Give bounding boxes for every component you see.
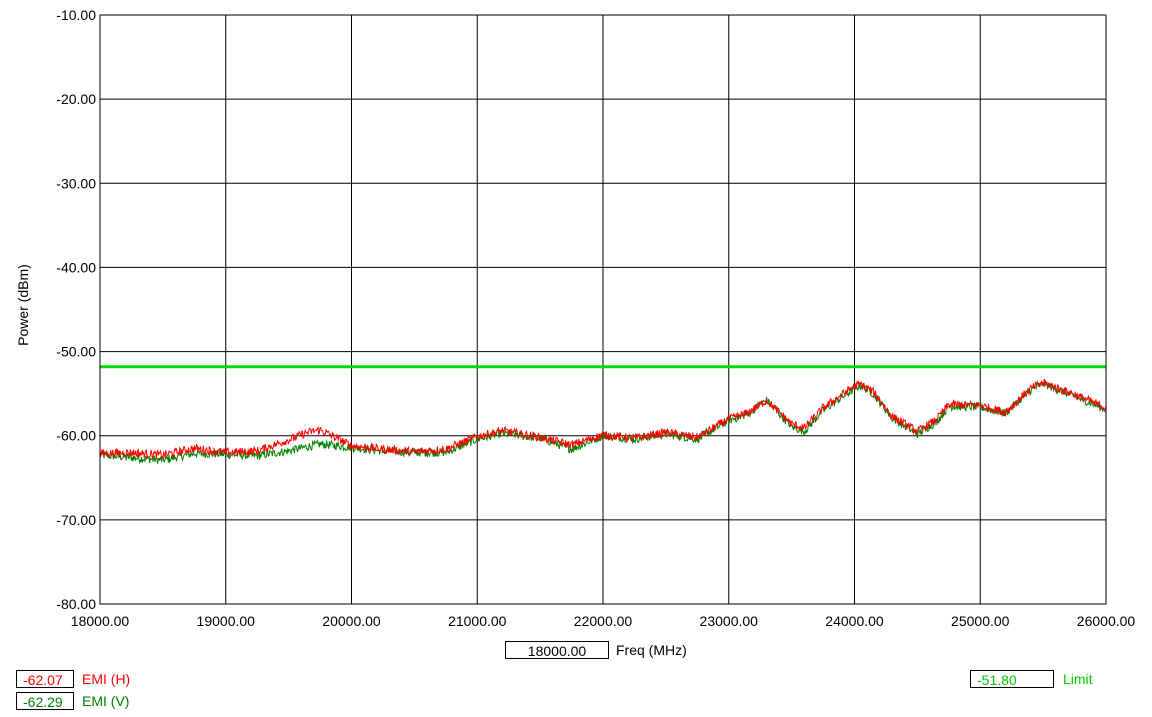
y-tick-label: -40.00 <box>56 259 96 275</box>
limit-legend-label: Limit <box>1063 671 1093 687</box>
x-tick-label: 25000.00 <box>951 613 1010 629</box>
limit-readout-value: -51.80 <box>977 672 1017 688</box>
x-tick-label: 22000.00 <box>574 613 633 629</box>
grid <box>99 14 1107 605</box>
emi-h-legend-label: EMI (H) <box>82 671 131 687</box>
emi-v-readout-box[interactable]: -62.29 <box>16 692 74 710</box>
emi-h-readout-box[interactable]: -62.07 <box>16 670 74 688</box>
y-tick-label: -60.00 <box>56 428 96 444</box>
series-layer <box>99 365 1107 465</box>
x-tick-label: 24000.00 <box>825 613 884 629</box>
x-tick-label: 18000.00 <box>71 613 130 629</box>
x-tick-label: 26000.00 <box>1077 613 1136 629</box>
series-line-emi-v <box>99 380 1107 465</box>
series-line-emi-h <box>99 378 1107 460</box>
x-tick-label: 20000.00 <box>322 613 381 629</box>
y-tick-label: -70.00 <box>56 512 96 528</box>
freq-readout-value: 18000.00 <box>527 643 587 659</box>
x-tick-label: 21000.00 <box>448 613 507 629</box>
freq-readout-box[interactable]: 18000.00 <box>505 641 609 659</box>
y-tick-labels: -10.00 -20.00 -30.00 -40.00 -50.00 -60.00 -70.… <box>56 7 96 612</box>
emi-h-readout-value: -62.07 <box>23 672 63 688</box>
emi-v-legend-label: EMI (V) <box>82 693 130 709</box>
freq-axis-label: Freq (MHz) <box>616 642 687 658</box>
x-tick-labels: 18000.00 19000.00 20000.00 21000.00 22000.00… <box>71 613 1136 629</box>
x-tick-label: 19000.00 <box>197 613 256 629</box>
y-tick-label: -20.00 <box>56 91 96 107</box>
y-tick-label: -10.00 <box>56 7 96 23</box>
y-tick-label: -50.00 <box>56 344 96 360</box>
x-tick-label: 23000.00 <box>700 613 759 629</box>
plot-frame <box>99 14 1107 605</box>
y-tick-label: -30.00 <box>56 175 96 191</box>
y-tick-label: -80.00 <box>56 596 96 612</box>
y-axis-title: Power (dBm) <box>15 264 31 346</box>
emi-v-readout-value: -62.29 <box>23 694 63 710</box>
limit-readout-box[interactable]: -51.80 <box>970 670 1054 688</box>
